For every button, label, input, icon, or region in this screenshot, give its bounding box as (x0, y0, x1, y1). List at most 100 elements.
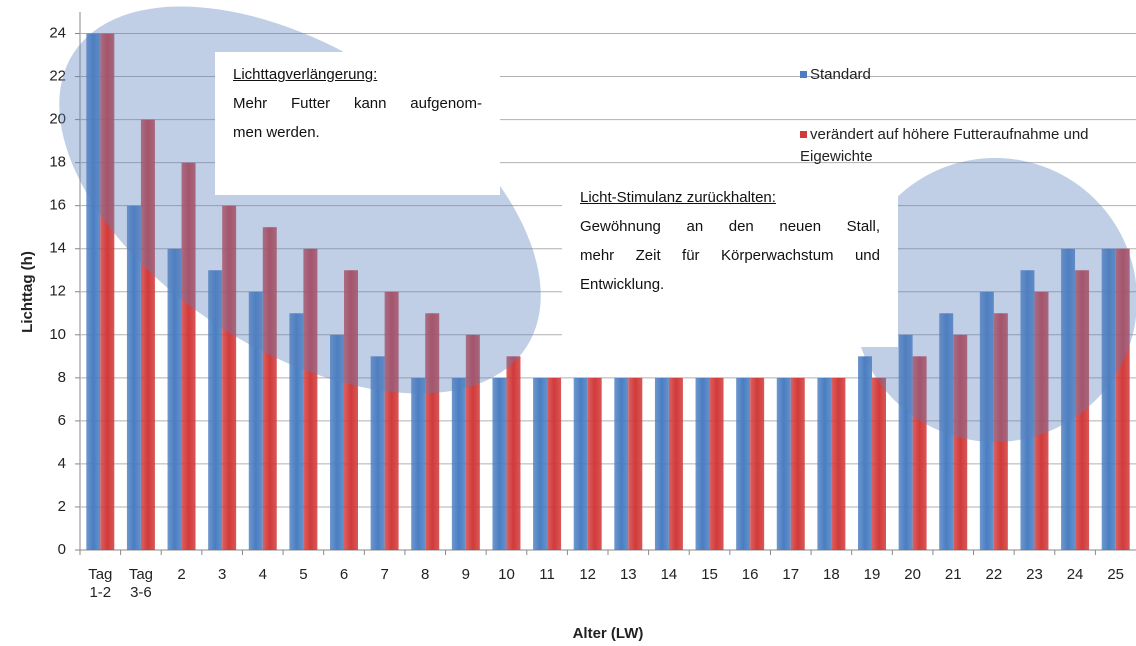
bar (181, 162, 196, 550)
bar (547, 377, 562, 550)
bar (628, 377, 643, 550)
x-tick-label: 16 (741, 566, 759, 583)
bar (614, 377, 629, 550)
x-tick-label: 23 (1026, 566, 1043, 583)
x-tick-label: 15 (701, 566, 718, 583)
y-tick-label: 18 (49, 154, 66, 171)
y-tick-label: 8 (58, 369, 66, 386)
x-tick-label: 20 (904, 566, 921, 583)
bar (1115, 248, 1130, 550)
bar (1061, 248, 1076, 550)
x-tick-label: 17 (782, 566, 800, 583)
bar (993, 313, 1008, 550)
x-tick-label: 5 (299, 566, 308, 583)
bar (533, 377, 548, 550)
x-tick-label: 9 (461, 566, 471, 583)
bar (370, 356, 385, 550)
x-tick-label: 11 (539, 566, 555, 583)
legend-swatch (800, 71, 807, 78)
x-tick-label: 24 (1066, 566, 1084, 583)
bar (167, 248, 182, 550)
x-tick-label: 14 (660, 566, 678, 583)
bar (695, 377, 710, 550)
bar (1101, 248, 1116, 550)
x-tick-label: 22 (985, 566, 1003, 583)
annotation-title: Lichttagverlängerung: (233, 66, 378, 83)
x-tick-label: 19 (863, 566, 881, 583)
y-tick-label: 10 (49, 326, 66, 343)
x-tick-label: 7 (380, 566, 389, 583)
x-tick-label: 18 (823, 566, 840, 583)
legend-label: verändert auf höhere Futteraufnahme und … (800, 126, 1089, 165)
bar (465, 334, 480, 550)
bar (222, 205, 237, 550)
x-tick-label: 4 (258, 566, 267, 583)
x-tick-label: 12 (579, 566, 597, 583)
x-tick-label: Tag 3-6 (128, 566, 154, 601)
x-tick-label: 8 (421, 566, 430, 583)
annotation-box: Lichttagverlängerung: Mehr Futter kann au… (215, 52, 500, 195)
bar (411, 377, 426, 550)
y-tick-label: 14 (49, 240, 66, 257)
y-tick-label: 16 (49, 197, 66, 214)
legend-item: verändert auf höhere Futteraufnahme und … (800, 124, 1100, 168)
annotation-text: Gewöhnung an den neuen Stall, (580, 218, 880, 235)
bar (140, 119, 155, 550)
x-tick-label: Tag 1-2 (88, 566, 113, 601)
bar (939, 313, 954, 550)
bar (451, 377, 466, 550)
annotation-text: Mehr Futter kann aufgenom- (233, 95, 482, 112)
legend-item: Standard (800, 64, 1000, 86)
annotation-text: men werden. (233, 124, 320, 141)
bar (344, 270, 358, 550)
annotation-text: mehr Zeit für Körperwachstum und (580, 247, 880, 264)
bar (1020, 270, 1035, 550)
legend-swatch (800, 131, 807, 138)
bar (492, 377, 507, 550)
y-axis-label: Lichttag (h) (19, 251, 36, 333)
bar (979, 291, 994, 550)
x-tick-label: 2 (177, 566, 186, 583)
bar (506, 356, 521, 550)
bar (831, 377, 846, 550)
bar (208, 270, 223, 550)
y-tick-label: 2 (58, 498, 66, 515)
bar (736, 377, 751, 550)
annotation-text: Entwicklung. (580, 276, 665, 293)
bar (425, 313, 440, 550)
x-tick-label: 6 (339, 566, 349, 583)
bar (262, 227, 277, 550)
y-tick-label: 24 (49, 24, 66, 41)
bar (898, 334, 913, 550)
y-tick-label: 6 (58, 412, 66, 429)
bar (126, 205, 141, 550)
y-tick-label: 4 (58, 455, 66, 472)
bar (289, 313, 304, 550)
bar (1075, 270, 1090, 550)
bar (776, 377, 791, 550)
bar (790, 377, 805, 550)
bar (668, 377, 683, 550)
x-tick-label: 25 (1107, 566, 1125, 583)
bar (248, 291, 263, 550)
bar (1034, 291, 1049, 550)
y-tick-label: 20 (49, 111, 66, 128)
bar (858, 356, 872, 550)
bar (330, 334, 344, 550)
bar (654, 377, 669, 550)
bar (953, 334, 968, 550)
annotation-box: Licht-Stimulanz zurückhalten: Gewöhnung a… (562, 175, 898, 347)
y-tick-label: 22 (49, 68, 66, 85)
bar (817, 377, 832, 550)
x-tick-label: 3 (217, 566, 227, 583)
y-tick-label: 0 (58, 541, 66, 558)
annotation-title: Licht-Stimulanz zurückhalten: (580, 189, 776, 206)
bar (750, 377, 765, 550)
bar (872, 377, 886, 550)
bar (573, 377, 588, 550)
bar (912, 356, 927, 550)
highlight (853, 158, 1136, 442)
x-tick-label: 10 (498, 566, 515, 583)
bar (587, 377, 602, 550)
